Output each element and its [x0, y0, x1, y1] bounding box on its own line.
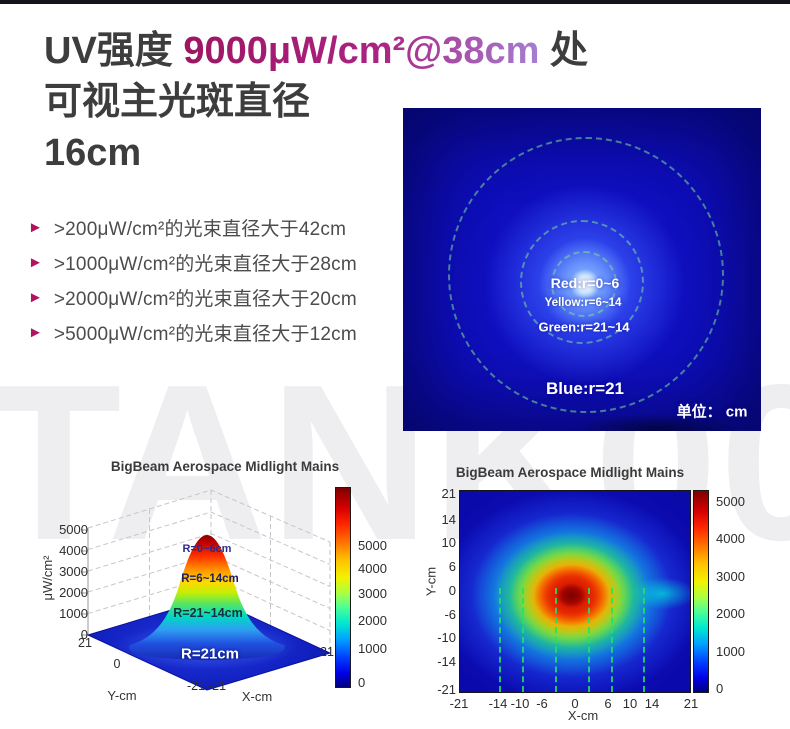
x-tick: 0	[571, 696, 579, 711]
heatmap-xlabel: X-cm	[567, 708, 599, 723]
y-tick: 0	[448, 583, 456, 598]
colorbar-tick: 1000	[358, 641, 387, 656]
colorbar-tick: 4000	[358, 561, 387, 576]
dashed-guide-line	[643, 588, 645, 692]
x-tick: 10	[622, 696, 638, 711]
title-line2: 可视主光斑直径	[44, 81, 311, 123]
beam-spot-diagram: Red:r=0~6 Yellow:r=6~14 Green:r=21~14 Bl…	[403, 108, 761, 431]
list-item: ► >200μW/cm²的光束直径大于42cm	[28, 210, 357, 245]
z-tick: 5000	[59, 522, 88, 537]
x-tick: 14	[644, 696, 660, 711]
bullet-text: >5000μW/cm²的光束直径大于12cm	[53, 324, 357, 345]
y-tick: -21	[437, 682, 456, 697]
y-tick: 6	[448, 559, 456, 574]
gaussian-bell-surface	[129, 535, 285, 660]
x-tick: -6	[536, 696, 548, 711]
surface-region-label: R=0~6cm	[182, 543, 232, 555]
list-item: ► >1000μW/cm²的光束直径大于28cm	[28, 245, 357, 280]
dashed-circle-outer	[448, 137, 724, 413]
heatmap-ylabel: Y-cm	[423, 566, 439, 597]
surface-plot-title: BigBeam Aerospace Midlight Mains	[110, 459, 340, 474]
beam-label-red: Red:r=0~6	[550, 275, 620, 291]
colorbar-tick: 3000	[358, 586, 387, 601]
beam-label-blue: Blue:r=21	[546, 379, 624, 398]
heatmap-canvas	[459, 490, 691, 693]
z-tick: 1000	[59, 606, 88, 621]
colorbar-tick: 2000	[716, 606, 745, 621]
colorbar-tick: 5000	[716, 494, 745, 509]
colorbar-tick: 1000	[716, 644, 745, 659]
x-tick: 6	[604, 696, 612, 711]
y-tick: -10	[437, 630, 456, 645]
dashed-guide-line	[588, 588, 590, 692]
y-tick: -6	[444, 607, 456, 622]
y-tick: 14	[441, 512, 456, 527]
floor-tick: 21	[78, 636, 92, 650]
beam-label-green: Green:r=21~14	[538, 319, 630, 335]
list-item: ► >2000μW/cm²的光束直径大于20cm	[28, 280, 357, 315]
title-highlight-value: 9000μW/cm²@38cm	[183, 30, 540, 72]
heatmap-plot-title: BigBeam Aerospace Midlight Mains	[455, 465, 685, 480]
beam-label-yellow: Yellow:r=6~14	[544, 297, 622, 309]
arrow-icon: ►	[28, 289, 43, 306]
x-tick: -21	[449, 696, 469, 711]
floor-tick: 0	[113, 657, 121, 671]
x-tick: -10	[510, 696, 530, 711]
surface-xlabel: X-cm	[241, 689, 273, 704]
title-prefix: UV强度	[44, 30, 184, 72]
z-tick: 0	[80, 627, 88, 642]
colorbar-tick: 5000	[358, 538, 387, 553]
colorbar-tick: 2000	[358, 613, 387, 628]
surface-zlabel: μW/cm²	[40, 555, 55, 601]
dashed-circle-middle	[520, 220, 644, 344]
page-title: UV强度 9000μW/cm²@38cm 处 可视主光斑直径 16cm	[44, 26, 588, 179]
floor-tick: 21	[320, 645, 334, 659]
heatmap-colorbar	[693, 490, 709, 693]
floor-tick: -21	[207, 679, 227, 693]
bullet-text: >200μW/cm²的光束直径大于42cm	[53, 219, 347, 240]
x-tick: 21	[683, 696, 699, 711]
z-tick: 3000	[59, 564, 88, 579]
arrow-icon: ►	[28, 324, 43, 341]
x-tick: -14	[488, 696, 508, 711]
top-accent-strip	[0, 0, 790, 4]
bullet-text: >1000μW/cm²的光束直径大于28cm	[53, 254, 357, 275]
colorbar-tick: 3000	[716, 569, 745, 584]
colorbar-tick: 0	[716, 681, 724, 696]
dashed-guide-line	[499, 588, 501, 692]
dashed-guide-line	[522, 588, 524, 692]
y-tick: -14	[437, 654, 456, 669]
title-line3: 16cm	[44, 132, 142, 174]
z-tick: 4000	[59, 543, 88, 558]
surface-region-label: R=21cm	[181, 645, 239, 663]
list-item: ► >5000μW/cm²的光束直径大于12cm	[28, 315, 357, 350]
z-tick: 2000	[59, 585, 88, 600]
surface-region-label: R=6~14cm	[181, 573, 239, 585]
colorbar-tick: 4000	[716, 531, 745, 546]
y-tick: 10	[441, 535, 456, 550]
beam-shadow	[573, 414, 743, 431]
surface-ylabel: Y-cm	[107, 688, 137, 703]
arrow-icon: ►	[28, 219, 43, 236]
floor-tick: -21	[186, 679, 206, 693]
surface-colorbar	[335, 487, 351, 688]
y-tick: 21	[441, 486, 456, 501]
arrow-icon: ►	[28, 254, 43, 271]
dashed-guide-line	[611, 588, 613, 692]
dashed-guide-line	[555, 588, 557, 692]
dashed-circle-inner	[551, 251, 617, 317]
bullet-text: >2000μW/cm²的光束直径大于20cm	[53, 289, 357, 310]
beam-unit-label: 单位： cm	[676, 403, 748, 421]
colorbar-tick: 0	[358, 675, 366, 690]
title-suffix: 处	[539, 30, 588, 72]
surface-plot-canvas	[81, 489, 332, 691]
surface-region-label: R=21~14cm	[173, 606, 243, 620]
spec-bullet-list: ► >200μW/cm²的光束直径大于42cm ► >1000μW/cm²的光束…	[28, 210, 357, 350]
